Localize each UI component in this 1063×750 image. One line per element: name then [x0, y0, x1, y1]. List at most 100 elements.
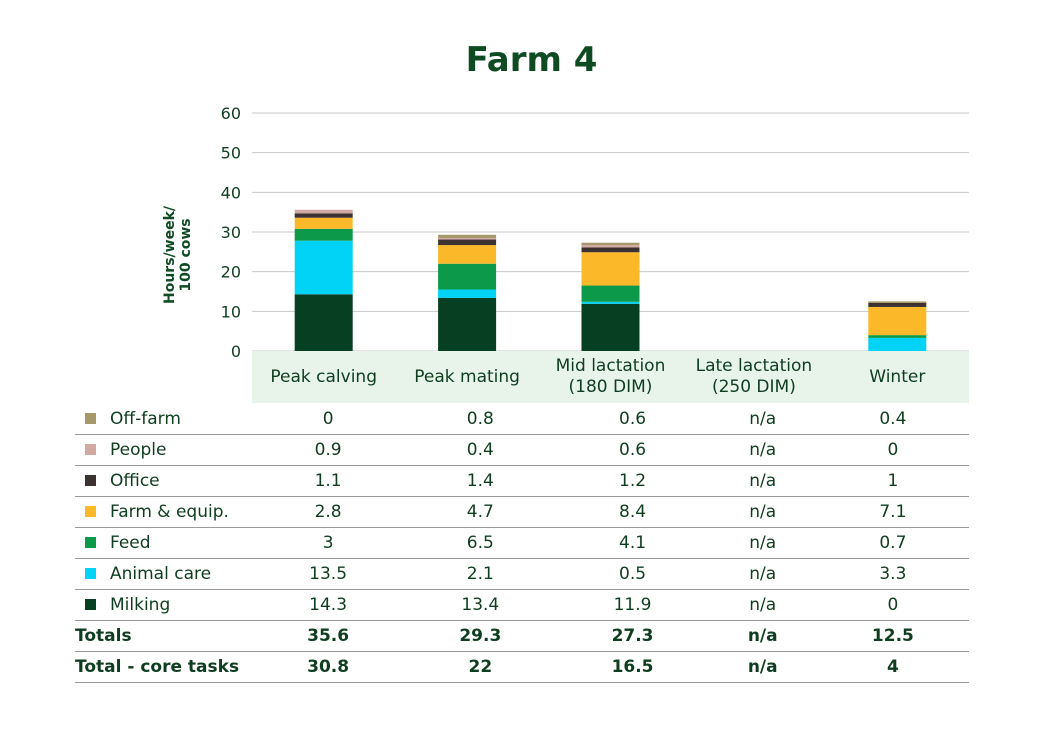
y-tick-label: 40 — [221, 183, 241, 202]
legend-swatch — [85, 413, 96, 424]
table-cell: 4.1 — [556, 527, 709, 559]
row-label: Off-farm — [75, 404, 252, 435]
table-cell: 0.6 — [556, 434, 709, 466]
table-row: Office 1.1 1.4 1.2 n/a 1 — [75, 465, 969, 497]
table-cell: 0.4 — [816, 404, 969, 435]
x-category-label: Peak calving — [270, 366, 377, 387]
table-cell: 12.5 — [816, 620, 969, 652]
legend-swatch — [85, 599, 96, 610]
table-cell: n/a — [708, 558, 817, 590]
table-cell: n/a — [708, 620, 817, 652]
bar-segment-farm-equip- — [868, 306, 927, 336]
table-cell: 4 — [816, 651, 969, 683]
bar-segment-feed — [294, 228, 353, 241]
table-cell: 35.6 — [252, 620, 405, 652]
table-cell: n/a — [708, 434, 817, 466]
table-cell: 0.8 — [404, 404, 557, 435]
bar-segment-people — [581, 245, 640, 248]
table-cell: 1.4 — [404, 465, 557, 497]
legend-label: Farm & equip. — [110, 502, 229, 522]
table-row: People 0.9 0.4 0.6 n/a 0 — [75, 434, 969, 466]
row-label: Milking — [75, 589, 252, 621]
chart-title: Farm 4 — [465, 40, 598, 80]
y-tick-label: 20 — [221, 263, 241, 282]
legend-swatch — [85, 475, 96, 486]
table-row: Milking 14.3 13.4 11.9 n/a 0 — [75, 589, 969, 621]
table-cell: 4.7 — [404, 496, 557, 528]
table-cell: n/a — [708, 465, 817, 497]
table-cell: n/a — [708, 404, 817, 435]
bar-segment-milking — [581, 303, 640, 351]
table-cell: 0 — [252, 404, 405, 435]
row-label: Feed — [75, 527, 252, 559]
row-label: Totals — [75, 620, 252, 652]
row-label: Farm & equip. — [75, 496, 252, 528]
table-cell: 7.1 — [816, 496, 969, 528]
legend-label: People — [110, 440, 167, 460]
table-row: Farm & equip. 2.8 4.7 8.4 n/a 7.1 — [75, 496, 969, 528]
x-category-label: Mid lactation (180 DIM) — [555, 356, 666, 397]
table-row: Animal care 13.5 2.1 0.5 n/a 3.3 — [75, 558, 969, 590]
row-label: Animal care — [75, 558, 252, 590]
x-category-label: Peak mating — [414, 366, 520, 387]
table-cell: 27.3 — [556, 620, 709, 652]
row-label: People — [75, 434, 252, 466]
table-row: Off-farm 0 0.8 0.6 n/a 0.4 — [75, 404, 969, 435]
legend-swatch — [85, 568, 96, 579]
legend-swatch — [85, 506, 96, 517]
category-band — [252, 351, 969, 403]
table-cell: 0.7 — [816, 527, 969, 559]
table-cell: 0.4 — [404, 434, 557, 466]
bar-segment-feed — [868, 335, 927, 338]
bar-segment-off-farm — [581, 242, 640, 246]
x-category-label: Winter — [869, 366, 926, 387]
table-cell: n/a — [708, 651, 817, 683]
bar-segment-office — [581, 247, 640, 253]
row-label: Total - core tasks — [75, 651, 252, 683]
table-cell: 0.6 — [556, 404, 709, 435]
table-cell: 1 — [816, 465, 969, 497]
bar-segment-people — [438, 237, 497, 240]
table-cell: 6.5 — [404, 527, 557, 559]
table-cell: 2.8 — [252, 496, 405, 528]
bar-segment-off-farm — [438, 234, 497, 238]
table-cell: 16.5 — [556, 651, 709, 683]
legend-swatch — [85, 537, 96, 548]
table-cell: 2.1 — [404, 558, 557, 590]
bar-segment-farm-equip- — [438, 245, 497, 264]
table-cell: 0 — [816, 434, 969, 466]
table-row: Feed 3 6.5 4.1 n/a 0.7 — [75, 527, 969, 559]
table-cell: 14.3 — [252, 589, 405, 621]
data-table: Off-farm 0 0.8 0.6 n/a 0.4 People 0.9 0.4 0.6 n/a 0… — [75, 404, 969, 683]
bar-segment-office — [438, 239, 497, 246]
y-tick-label: 30 — [221, 223, 241, 242]
bar-segment-farm-equip- — [581, 252, 640, 286]
table-cell: 13.5 — [252, 558, 405, 590]
bar-segment-office — [868, 303, 927, 307]
table-cell: 0 — [816, 589, 969, 621]
table-cell: n/a — [708, 496, 817, 528]
bar-segment-animal-care — [868, 337, 927, 351]
table-cell: 0.9 — [252, 434, 405, 466]
bar-segment-milking — [438, 297, 497, 351]
table-cell: 3 — [252, 527, 405, 559]
legend-label: Office — [110, 471, 160, 491]
legend-label: Off-farm — [110, 409, 181, 429]
y-tick-label: 10 — [221, 302, 241, 321]
bar-segment-off-farm — [868, 301, 927, 304]
table-cell: n/a — [708, 527, 817, 559]
legend-label: Milking — [110, 595, 171, 615]
legend-label: Feed — [110, 533, 151, 553]
table-cell: 1.1 — [252, 465, 405, 497]
core-totals-row: Total - core tasks 30.8 22 16.5 n/a 4 — [75, 651, 969, 683]
table-cell: 8.4 — [556, 496, 709, 528]
table-cell: 22 — [404, 651, 557, 683]
bar-segment-people — [294, 209, 353, 214]
y-tick-label: 60 — [221, 104, 241, 123]
y-tick-label: 50 — [221, 144, 241, 163]
table-cell: n/a — [708, 589, 817, 621]
table-cell: 29.3 — [404, 620, 557, 652]
table-cell: 3.3 — [816, 558, 969, 590]
row-label: Office — [75, 465, 252, 497]
table-cell: 1.2 — [556, 465, 709, 497]
